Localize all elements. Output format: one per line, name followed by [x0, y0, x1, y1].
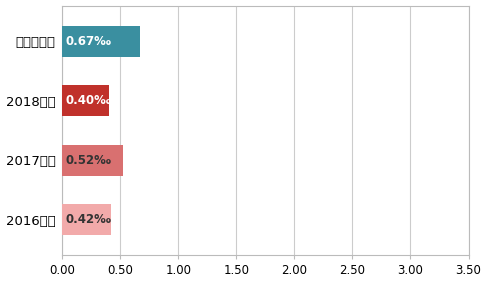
Text: 0.40‰: 0.40‰ [66, 94, 112, 107]
Text: 0.67‰: 0.67‰ [66, 35, 112, 48]
Bar [62, 145, 123, 176]
Text: 0.52‰: 0.52‰ [66, 154, 112, 167]
Bar [62, 26, 140, 57]
Text: 0.42‰: 0.42‰ [66, 213, 112, 226]
Bar [62, 204, 111, 235]
Bar [62, 85, 109, 116]
